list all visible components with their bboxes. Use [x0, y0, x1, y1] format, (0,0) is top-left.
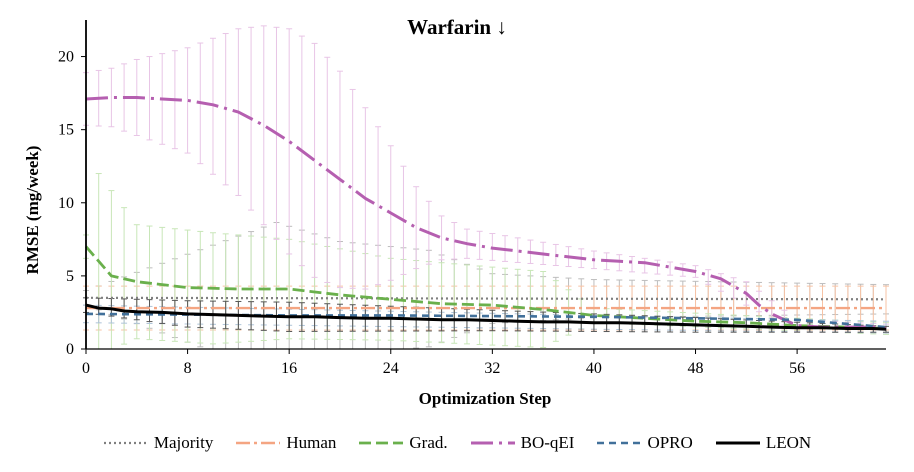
- y-tick-label: 15: [58, 122, 74, 139]
- x-ticks: 0 8 16 24 32 40 48 56: [82, 349, 805, 377]
- legend-label: OPRO: [647, 433, 693, 452]
- error-bars-bo-qei: [83, 25, 889, 334]
- legend: Majority Human Grad. BO-qEI OPRO LEON: [0, 428, 914, 458]
- x-tick-label: 8: [184, 360, 192, 377]
- legend-swatch: [359, 441, 404, 445]
- legend-label: Human: [286, 433, 337, 452]
- x-tick-label: 56: [789, 360, 805, 377]
- y-tick-label: 0: [66, 341, 74, 358]
- legend-item-grad: Grad.: [358, 433, 448, 453]
- y-tick-label: 20: [58, 49, 74, 66]
- x-tick-label: 24: [383, 360, 399, 377]
- legend-item-bo-qei: BO-qEI: [470, 433, 575, 453]
- series-line-bo-qei: [85, 96, 887, 330]
- legend-swatch: [715, 441, 760, 445]
- legend-label: BO-qEI: [520, 433, 575, 452]
- legend-label: Majority: [153, 433, 214, 452]
- y-tick-label: 10: [58, 195, 74, 212]
- legend-item-leon: LEON: [715, 433, 811, 453]
- x-tick-label: 40: [586, 360, 602, 377]
- legend-item-majority: Majority: [103, 433, 214, 453]
- y-tick-label: 5: [66, 268, 74, 285]
- legend-label: LEON: [765, 433, 812, 452]
- y-axis-label: RMSE (mg/week): [23, 146, 42, 275]
- x-tick-label: 0: [82, 360, 90, 377]
- legend-item-opro: OPRO: [596, 433, 693, 453]
- error-bars: [83, 25, 889, 350]
- series-lines: [84, 96, 887, 331]
- series-line-grad: [84, 245, 887, 330]
- legend-swatch: [103, 441, 148, 445]
- x-axis-label: Optimization Step: [419, 389, 552, 408]
- series-line-majority: [85, 296, 887, 301]
- x-tick-label: 16: [281, 360, 297, 377]
- legend-item-human: Human: [235, 433, 336, 453]
- axes: [85, 20, 886, 350]
- series-line-leon: [85, 303, 887, 331]
- legend-swatch: [236, 441, 281, 445]
- x-tick-label: 48: [688, 360, 704, 377]
- legend-swatch: [470, 441, 515, 445]
- chart-canvas: 0 8 16 24 32 40 48 56 0 5 10 15 20 Warfarin ↓ Optim…: [23, 15, 889, 408]
- legend-swatch: [597, 441, 642, 445]
- y-ticks: 0 5 10 15 20: [58, 49, 86, 358]
- error-bars-majority: [83, 222, 889, 350]
- x-tick-label: 32: [484, 360, 500, 377]
- legend-label: Grad.: [409, 433, 448, 452]
- chart-title: Warfarin ↓: [407, 15, 507, 39]
